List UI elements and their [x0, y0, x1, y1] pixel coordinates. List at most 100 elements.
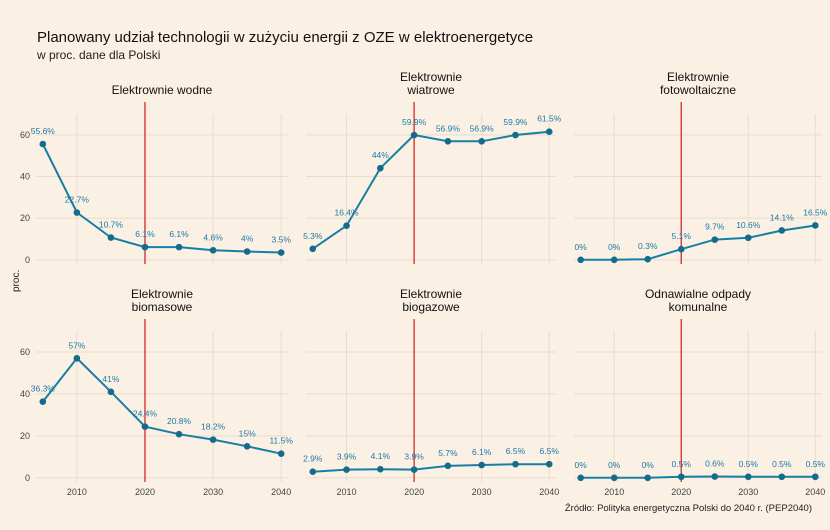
data-label: 11.5% [269, 436, 293, 446]
data-point [677, 245, 685, 253]
y-tick-label: 40 [20, 172, 30, 182]
facet-panel: 2010 2020 2030 2040 Odnawialne odpadykomunal… [574, 287, 825, 497]
data-label: 16.5% [803, 207, 828, 217]
data-point [377, 465, 384, 473]
data-point [744, 473, 752, 481]
data-label: 5.1% [672, 231, 692, 241]
data-label: 5.7% [438, 448, 458, 458]
data-label: 6.5% [540, 446, 560, 456]
data-label: 55.6% [31, 126, 56, 136]
data-label: 6.1% [472, 447, 492, 457]
data-label: 0% [608, 460, 621, 470]
data-point [410, 131, 418, 139]
series-line [312, 463, 550, 473]
data-point [711, 473, 719, 480]
y-tick-label: 40 [20, 389, 30, 399]
data-point [39, 398, 47, 405]
data-label: 59.9% [402, 117, 427, 127]
x-tick-label: 2010 [337, 487, 357, 497]
data-point [577, 256, 585, 264]
data-point [209, 246, 217, 254]
data-point [778, 473, 786, 481]
data-label: 0% [608, 242, 621, 252]
data-point [141, 243, 149, 251]
data-label: 10.6% [736, 220, 761, 230]
source-note: Źródło: Polityka energetyczna Polski do … [564, 503, 812, 514]
data-point [610, 256, 618, 264]
panel-title: wiatrowe [406, 83, 455, 97]
panel-title: biomasowe [132, 300, 193, 314]
data-point [778, 227, 786, 234]
series-line [41, 143, 282, 254]
data-label: 5.3% [303, 231, 323, 241]
data-point [644, 474, 652, 482]
data-label: 4.6% [203, 232, 223, 242]
data-label: 4% [241, 234, 254, 244]
x-tick-label: 2010 [67, 487, 87, 497]
series-line [580, 475, 816, 479]
data-label: 56.9% [436, 123, 461, 133]
panel-title: Elektrownie [667, 70, 729, 84]
panel-title: Elektrownie [131, 287, 193, 301]
series-line [42, 356, 282, 455]
data-point [141, 423, 149, 430]
chart-subtitle: w proc. dane dla Polski [37, 48, 161, 62]
data-point [410, 466, 418, 473]
data-point [512, 460, 519, 468]
x-tick-label: 2020 [671, 487, 691, 497]
facet-panel: 0 20 40 60 Elektrownie wodne 55.6% 22.7% 10.7% 6… [20, 83, 291, 265]
data-point [545, 460, 553, 468]
data-label: 16.4% [334, 208, 359, 218]
data-label: 6.1% [135, 229, 155, 239]
data-label: 0% [575, 242, 588, 252]
data-label: 15% [239, 428, 256, 438]
x-tick-label: 2020 [135, 487, 155, 497]
panel-title: fotowoltaiczne [660, 83, 736, 97]
panel-title: Elektrownie [400, 70, 462, 84]
data-point [243, 248, 251, 255]
data-label: 22.7% [65, 195, 90, 205]
x-tick-label: 2040 [539, 487, 559, 497]
data-label: 3.9% [404, 452, 424, 462]
data-label: 24.4% [133, 409, 158, 419]
data-point [209, 436, 217, 443]
data-point [811, 473, 819, 481]
x-tick-label: 2010 [604, 487, 624, 497]
data-point [243, 443, 251, 450]
data-point [175, 243, 183, 251]
data-point [644, 255, 652, 263]
data-point [744, 234, 752, 242]
data-label: 4.1% [371, 451, 391, 461]
data-point [107, 388, 115, 396]
data-point [444, 462, 452, 470]
data-point [478, 461, 485, 469]
data-point [343, 466, 350, 473]
data-label: 0.6% [705, 459, 725, 469]
data-label: 44% [372, 150, 389, 160]
data-label: 61.5% [537, 114, 562, 124]
data-point [512, 131, 519, 139]
data-point [545, 128, 553, 136]
data-point [577, 474, 585, 482]
data-label: 0.3% [638, 241, 658, 251]
data-label: 9.7% [705, 222, 725, 232]
panel-title: komunalne [669, 300, 728, 314]
data-label: 56.9% [470, 123, 495, 133]
panel-title: Odnawialne odpady [645, 287, 751, 301]
y-tick-label: 0 [25, 255, 30, 265]
x-tick-label: 2040 [805, 487, 825, 497]
x-tick-label: 2030 [472, 487, 492, 497]
data-point [610, 474, 618, 482]
data-label: 10.7% [99, 220, 124, 230]
data-point [73, 354, 81, 362]
data-label: 2.9% [303, 454, 323, 464]
data-label: 20.8% [167, 416, 192, 426]
panel-title: Elektrownie wodne [112, 83, 213, 97]
x-tick-label: 2020 [404, 487, 424, 497]
data-point [677, 473, 685, 481]
data-label: 0% [575, 460, 588, 470]
